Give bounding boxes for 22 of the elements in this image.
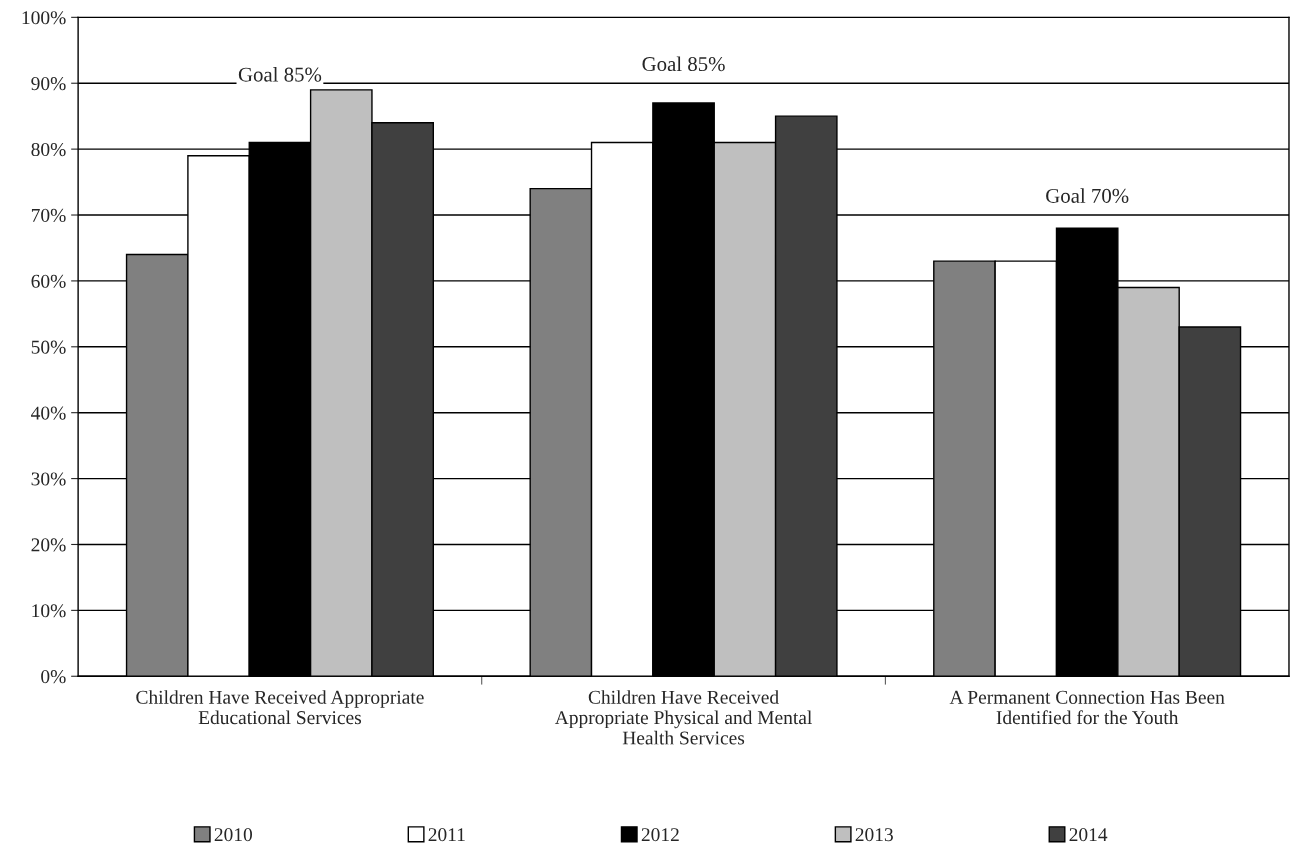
legend-label: 2013 <box>855 828 893 842</box>
annotation: Goal 85% <box>238 66 322 82</box>
y-tick-label: 20% <box>31 538 66 552</box>
legend-label: 2011 <box>428 828 465 842</box>
y-tick-label: 50% <box>31 340 66 354</box>
y-tick-label: 100% <box>22 11 66 25</box>
y-tick-label: 80% <box>31 142 66 157</box>
annotation: Goal 85% <box>642 56 725 72</box>
legend-label: 2014 <box>1069 828 1108 842</box>
annotation: Goal 70% <box>1046 188 1129 203</box>
y-tick-label: 70% <box>31 208 66 223</box>
y-tick-label: 10% <box>32 604 66 618</box>
y-tick-label: 40% <box>31 406 66 420</box>
y-tick-label: 30% <box>31 472 66 486</box>
legend-label: 2010 <box>214 828 253 842</box>
legend-label: 2012 <box>641 828 679 842</box>
y-tick-label: 90% <box>31 77 66 91</box>
x-tick-label: Children Have Received Appropriate Educational Services <box>136 690 424 725</box>
x-tick-label: A Permanent Connection Has Been Identified for the Youth <box>949 690 1225 725</box>
y-tick-label: 0% <box>41 670 66 684</box>
y-tick-label: 60% <box>31 274 66 288</box>
x-tick-label: Children Have Received Appropriate Physical and Mental Health Services <box>554 690 812 745</box>
